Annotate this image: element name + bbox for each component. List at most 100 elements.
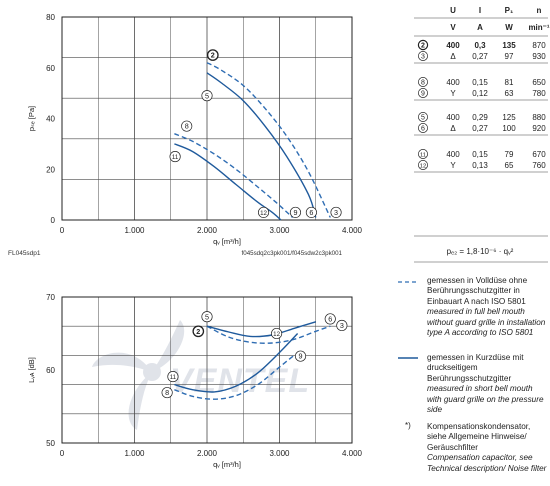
table-cell: 920 — [532, 124, 546, 133]
table-cell: Y — [450, 89, 456, 98]
x-tick-label: 4.000 — [342, 449, 363, 458]
x-axis-label: qᵥ [m³/h] — [213, 460, 241, 469]
curve-label-circle — [330, 206, 342, 218]
curve-label-circle — [294, 350, 307, 362]
curve-label-circle — [289, 206, 301, 218]
table-unit: W — [505, 23, 513, 32]
curve-label-circle — [206, 49, 219, 61]
curve-label-circle — [271, 327, 283, 340]
curve-label-2: 2 — [211, 51, 215, 60]
y-tick-label: 80 — [46, 13, 55, 22]
table-header: n — [537, 6, 542, 15]
y-axis-label: Lᵥᴀ [dB] — [27, 357, 36, 383]
x-tick-label: 4.000 — [342, 226, 363, 235]
table-cell: 880 — [532, 113, 546, 122]
y-tick-label: 70 — [46, 293, 55, 302]
table-cell: Δ — [450, 124, 456, 133]
curve-label-circle — [181, 120, 193, 132]
footnote-marker: *) — [405, 421, 411, 430]
x-tick-label: 2.000 — [197, 226, 218, 235]
row-id: 8 — [421, 80, 425, 87]
row-id: 6 — [421, 126, 425, 133]
table-cell: 135 — [502, 41, 516, 50]
row-id: 5 — [421, 115, 425, 122]
table-cell: 0,27 — [472, 124, 488, 133]
y-axis-label: pₛₑ [Pa] — [27, 106, 36, 131]
curve-label-circle — [167, 371, 179, 383]
y-tick-label: 50 — [46, 439, 55, 448]
x-tick-label: 0 — [60, 226, 65, 235]
table-cell: 97 — [505, 52, 514, 61]
curve-label-circle — [257, 206, 270, 218]
curve-2 — [206, 62, 331, 218]
curve-5 — [206, 72, 317, 218]
legend-note-text: Kompensationskondensator, siehe Allgemei… — [427, 422, 547, 473]
curve-2 — [206, 325, 331, 344]
table-cell: 63 — [505, 89, 514, 98]
table-unit: V — [450, 23, 456, 32]
x-axis-label: qᵥ [m³/h] — [213, 237, 241, 246]
table-header: P₁ — [505, 6, 514, 15]
row-id-circle — [418, 160, 428, 170]
table-unit: min⁻¹ — [528, 23, 549, 32]
x-tick-label: 3.000 — [269, 226, 290, 235]
row-id-circle — [418, 149, 428, 159]
curve-label-11: 11 — [172, 154, 179, 161]
curve-label-circle — [305, 206, 317, 218]
row-id: 12 — [420, 164, 426, 170]
chart-code-right: f045sdq2c3pk001/f045sdw2c3pk001 — [242, 250, 343, 257]
y-tick-label: 60 — [46, 366, 55, 375]
row-id: 11 — [420, 153, 426, 159]
curve-label-circle — [324, 313, 336, 325]
curve-label-8: 8 — [165, 388, 169, 397]
y-tick-label: 40 — [46, 115, 55, 124]
x-tick-label: 0 — [60, 449, 65, 458]
curve-label-3: 3 — [334, 208, 338, 217]
chart-code-left: FL045sdp1 — [8, 250, 41, 257]
table-cell: 100 — [502, 124, 516, 133]
table-cell: 0,3 — [474, 41, 486, 50]
x-tick-label: 2.000 — [197, 449, 218, 458]
table-cell: 400 — [446, 150, 460, 159]
table-cell: 870 — [532, 41, 546, 50]
table-unit: A — [477, 23, 483, 32]
curve-label-circle — [336, 319, 348, 332]
y-tick-label: 60 — [46, 64, 55, 73]
curve-label-circle — [201, 90, 213, 102]
curve-label-3: 3 — [340, 321, 344, 330]
x-tick-label: 1.000 — [124, 226, 145, 235]
curve-11 — [174, 333, 299, 393]
y-tick-label: 20 — [46, 165, 55, 174]
table-cell: 400 — [446, 113, 460, 122]
table-cell: 670 — [532, 150, 546, 159]
table-cell: 81 — [505, 78, 514, 87]
table-cell: 0,15 — [472, 150, 488, 159]
table-cell: Y — [450, 161, 456, 170]
table-cell: 400 — [446, 41, 460, 50]
plot-frame — [61, 16, 353, 221]
table-cell: 0,12 — [472, 89, 488, 98]
row-id-circle — [418, 77, 428, 87]
row-id-circle — [418, 51, 428, 61]
y-tick-label: 0 — [51, 216, 56, 225]
table-cell: 400 — [446, 78, 460, 87]
table-cell: 0,15 — [472, 78, 488, 87]
curve-label-circle — [192, 325, 205, 338]
x-tick-label: 3.000 — [269, 449, 290, 458]
table-cell: 780 — [532, 89, 546, 98]
curve-label-6: 6 — [328, 315, 332, 324]
curve-label-2: 2 — [196, 327, 200, 336]
curve-label-12: 12 — [260, 210, 267, 217]
curve-label-9: 9 — [293, 208, 297, 217]
curve-label-5: 5 — [205, 312, 209, 321]
legend-solid-text: gemessen in Kurzdüse mit druckseitigem B… — [427, 353, 544, 415]
table-cell: Δ — [450, 52, 456, 61]
curve-5 — [206, 321, 316, 338]
row-id: 9 — [421, 91, 425, 98]
curve-8 — [174, 354, 295, 400]
row-id-circle — [418, 123, 428, 133]
curve-label-circle — [161, 387, 173, 399]
table-cell: 79 — [505, 150, 514, 159]
